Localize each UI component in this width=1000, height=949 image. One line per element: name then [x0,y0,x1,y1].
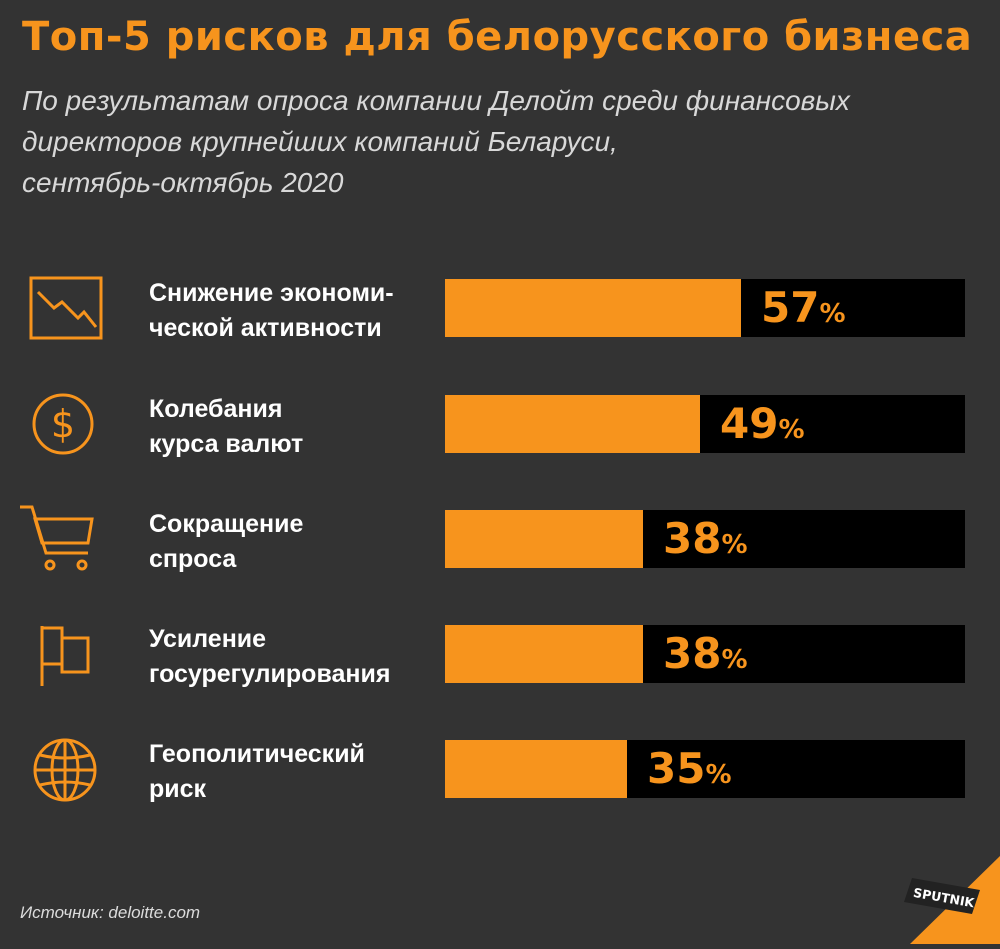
subtitle-line: сентябрь-октябрь 2020 [22,167,344,198]
category-label: Снижение экономи-ческой активности [149,276,429,346]
data-label: 57% [761,281,846,335]
category-label-line: Колебания [149,395,283,423]
shopping-cart-icon [20,505,106,573]
category-label-line: Геополитический [149,740,365,768]
bar-row: Снижение экономи-ческой активности 57% [0,276,1000,376]
bar-row: Геополитический риск 35% [0,737,1000,837]
chart-down-icon [28,276,106,342]
svg-text:$: $ [51,402,75,446]
category-label-line: госурегулирования [149,660,391,688]
category-label: Сокращение спроса [149,507,429,577]
bar-track: 35% [445,740,965,798]
bar-row: Усиление госурегулирования 38% [0,622,1000,722]
data-label: 38% [663,512,748,566]
flag-icon [28,622,106,688]
data-label-value: 35 [647,744,706,793]
data-label: 38% [663,627,748,681]
data-label-percent: % [721,530,748,560]
data-label-percent: % [721,645,748,675]
data-label-value: 38 [663,514,722,563]
bar-track: 49% [445,395,965,453]
bar-track: 38% [445,625,965,683]
data-label: 35% [647,742,732,796]
data-label: 49% [720,397,805,451]
data-label-percent: % [778,415,805,445]
category-label-line: Сокращение [149,510,304,538]
subtitle-line: По результатам опроса компании Делойт ср… [22,85,850,116]
category-label-line: спроса [149,545,237,573]
bar [445,395,700,453]
bar [445,625,643,683]
category-label: Колебания курса валют [149,392,429,462]
subtitle-line: директоров крупнейших компаний Беларуси, [22,126,618,157]
globe-icon [28,737,106,803]
bar-track: 57% [445,279,965,337]
data-label-value: 49 [720,399,779,448]
category-label-line: риск [149,775,207,803]
data-label-value: 38 [663,629,722,678]
bar-track: 38% [445,510,965,568]
dollar-coin-icon: $ [28,392,106,458]
bar [445,279,741,337]
data-label-percent: % [819,299,846,329]
data-label-percent: % [705,760,732,790]
bar-row: Сокращение спроса 38% [0,505,1000,607]
category-label-line: курса валют [149,430,304,458]
data-label-value: 57 [761,283,820,332]
bar [445,510,643,568]
category-label-line: ческой активности [149,314,382,342]
category-label: Геополитический риск [149,737,429,807]
page-title: Топ-5 рисков для белорусского бизнеса [22,14,973,60]
bar [445,740,627,798]
category-label-line: Снижение экономи- [149,279,394,307]
category-label: Усиление госурегулирования [149,622,429,692]
subtitle: По результатам опроса компании Делойт ср… [22,80,962,203]
source-note: Источник: deloitte.com [20,903,201,922]
bar-row: $ Колебания курса валют 49% [0,392,1000,492]
category-label-line: Усиление [149,625,267,653]
sputnik-logo: SPUTNIK [896,856,1000,944]
